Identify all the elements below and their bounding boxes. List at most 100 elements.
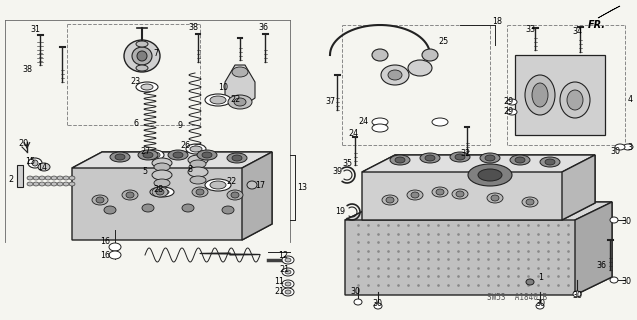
Ellipse shape — [152, 187, 168, 197]
Ellipse shape — [188, 155, 208, 165]
Ellipse shape — [282, 256, 294, 264]
Text: 10: 10 — [218, 84, 228, 92]
Ellipse shape — [610, 277, 618, 283]
Ellipse shape — [432, 118, 448, 126]
Text: 33: 33 — [525, 26, 535, 35]
Ellipse shape — [138, 150, 158, 160]
Ellipse shape — [27, 176, 33, 180]
Text: 30: 30 — [350, 287, 360, 297]
Ellipse shape — [285, 282, 291, 286]
Text: 31: 31 — [30, 26, 40, 35]
Ellipse shape — [573, 291, 581, 297]
Ellipse shape — [205, 179, 231, 191]
Ellipse shape — [436, 189, 444, 195]
Ellipse shape — [57, 176, 63, 180]
Ellipse shape — [39, 176, 45, 180]
Ellipse shape — [154, 163, 170, 171]
Ellipse shape — [282, 288, 294, 296]
Ellipse shape — [480, 153, 500, 163]
Ellipse shape — [282, 280, 294, 288]
Text: 18: 18 — [492, 18, 502, 27]
Ellipse shape — [154, 179, 170, 187]
Polygon shape — [362, 155, 595, 220]
Ellipse shape — [432, 187, 448, 197]
Text: 16: 16 — [100, 252, 110, 260]
Ellipse shape — [455, 154, 465, 160]
Ellipse shape — [45, 176, 51, 180]
Ellipse shape — [507, 109, 517, 115]
Ellipse shape — [51, 182, 57, 186]
Ellipse shape — [155, 189, 169, 195]
Ellipse shape — [485, 155, 495, 161]
Text: 27: 27 — [140, 148, 150, 156]
Ellipse shape — [374, 303, 382, 309]
Text: 38: 38 — [188, 22, 198, 31]
Ellipse shape — [228, 95, 252, 109]
Ellipse shape — [96, 197, 104, 203]
Text: 29: 29 — [503, 107, 513, 116]
Ellipse shape — [282, 268, 294, 276]
Ellipse shape — [491, 195, 499, 201]
Ellipse shape — [425, 155, 435, 161]
Ellipse shape — [38, 163, 50, 171]
Ellipse shape — [196, 189, 204, 195]
Ellipse shape — [372, 124, 388, 132]
Polygon shape — [225, 65, 255, 105]
Ellipse shape — [33, 182, 39, 186]
Ellipse shape — [222, 206, 234, 214]
Ellipse shape — [354, 299, 362, 305]
Ellipse shape — [525, 75, 555, 115]
Ellipse shape — [478, 169, 502, 181]
Ellipse shape — [231, 192, 239, 198]
Ellipse shape — [150, 187, 174, 197]
Text: 9: 9 — [178, 121, 183, 130]
Ellipse shape — [39, 182, 45, 186]
Ellipse shape — [104, 206, 116, 214]
Ellipse shape — [122, 190, 138, 200]
Text: 24: 24 — [358, 116, 368, 125]
Ellipse shape — [142, 204, 154, 212]
Text: 14: 14 — [37, 163, 47, 172]
Text: 21: 21 — [279, 266, 289, 275]
Ellipse shape — [136, 65, 148, 71]
Ellipse shape — [69, 182, 75, 186]
Text: 1: 1 — [538, 274, 543, 283]
Ellipse shape — [615, 144, 625, 150]
Text: 17: 17 — [255, 181, 265, 190]
Polygon shape — [242, 152, 272, 240]
Text: 20: 20 — [18, 140, 28, 148]
Ellipse shape — [522, 197, 538, 207]
Ellipse shape — [232, 155, 242, 161]
Text: 39: 39 — [332, 167, 342, 177]
Text: 8: 8 — [188, 165, 193, 174]
Ellipse shape — [560, 82, 590, 118]
Ellipse shape — [420, 153, 440, 163]
Ellipse shape — [452, 189, 468, 199]
Text: 30: 30 — [372, 300, 382, 308]
Text: SW53  A1840 B: SW53 A1840 B — [487, 293, 547, 302]
Text: 36: 36 — [596, 260, 606, 269]
Ellipse shape — [388, 70, 402, 80]
Ellipse shape — [487, 193, 503, 203]
Ellipse shape — [190, 146, 202, 152]
Ellipse shape — [372, 118, 388, 126]
Ellipse shape — [197, 150, 217, 160]
Text: 5: 5 — [142, 167, 147, 177]
Ellipse shape — [285, 258, 291, 262]
Polygon shape — [345, 202, 612, 295]
Polygon shape — [562, 155, 595, 220]
Ellipse shape — [623, 144, 633, 150]
Ellipse shape — [450, 152, 470, 162]
Ellipse shape — [507, 99, 517, 105]
Text: 4: 4 — [628, 95, 633, 105]
Text: 26: 26 — [180, 141, 190, 150]
Ellipse shape — [190, 160, 206, 168]
Ellipse shape — [210, 96, 226, 104]
Ellipse shape — [407, 190, 423, 200]
Ellipse shape — [63, 182, 69, 186]
Bar — [515, 55, 605, 135]
Ellipse shape — [188, 167, 208, 177]
Ellipse shape — [110, 152, 130, 162]
Ellipse shape — [545, 159, 555, 165]
Ellipse shape — [205, 94, 231, 106]
